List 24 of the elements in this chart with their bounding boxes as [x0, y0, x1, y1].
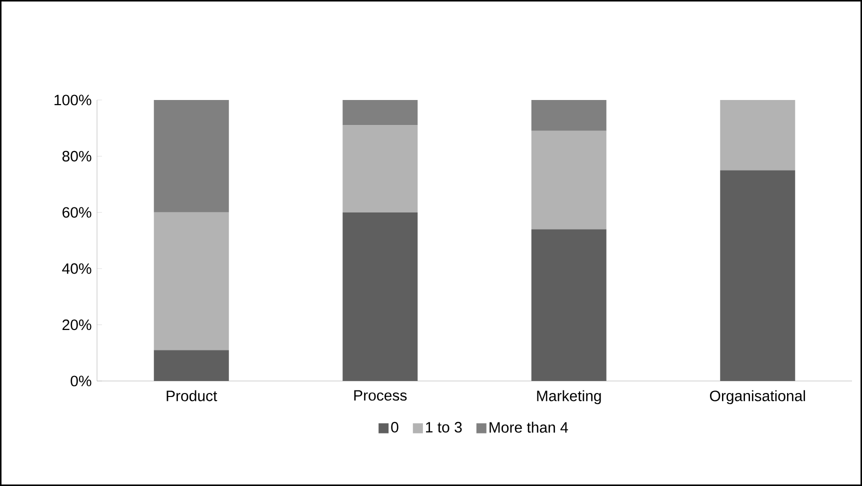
bar [342, 212, 418, 381]
y-tick-label: 80% [62, 150, 92, 162]
bar [154, 100, 229, 212]
legend-label: More than 4 [490, 422, 568, 433]
x-tick-label: Marketing [537, 390, 601, 404]
bar [531, 130, 606, 230]
bar [342, 125, 418, 212]
y-tick-label: 40% [62, 263, 92, 274]
y-tick-label: 0% [70, 376, 92, 386]
legend-label: 0 [391, 422, 398, 433]
legend-label: 1 to 3 [426, 422, 462, 433]
y-tick-label: 100% [54, 94, 92, 106]
bar [154, 212, 229, 350]
x-tick-label: Product [166, 390, 218, 402]
bar [531, 229, 606, 381]
bar [720, 170, 796, 381]
y-tick-label: 60% [62, 207, 92, 218]
x-tick-label: Organisational [710, 390, 805, 404]
bar [342, 100, 418, 126]
bar [720, 100, 796, 170]
bar [154, 350, 229, 381]
x-tick-label: Process [354, 390, 407, 401]
bar [531, 100, 606, 131]
y-tick-label: 20% [62, 319, 92, 330]
